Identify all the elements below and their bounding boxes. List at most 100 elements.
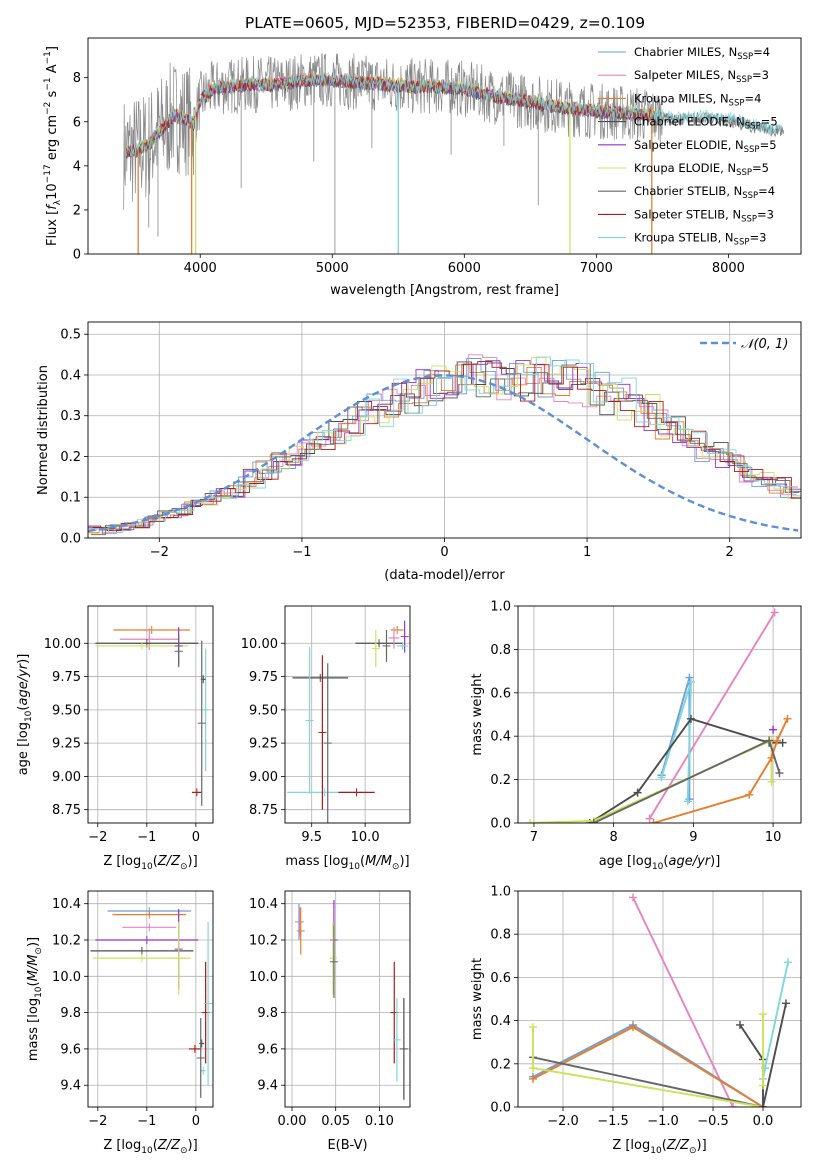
y-tick-label: 8.75 xyxy=(52,803,81,818)
x-axis-label: wavelength [Angstrom, rest frame] xyxy=(330,283,559,298)
weight-marker-kroupa_stelib xyxy=(784,958,792,967)
y-label-part: s xyxy=(45,90,60,101)
hist-step-kroupa_stelib xyxy=(94,356,801,533)
axes-frame xyxy=(87,321,802,539)
x-tick-label: 0 xyxy=(192,1114,200,1129)
axes-frame xyxy=(517,890,802,1108)
hist-step-salpeter_stelib xyxy=(92,361,801,532)
plot-area-age_vs_Z xyxy=(88,606,213,823)
x-tick-label: −2 xyxy=(88,1114,107,1129)
legend-sub: SSP xyxy=(744,145,760,155)
label-part: )] xyxy=(710,854,720,869)
y-label-part: −1 xyxy=(43,77,53,90)
x-tick-label: −1 xyxy=(137,1114,156,1129)
legend-sub: SSP xyxy=(734,238,750,248)
y-tick-label: 10.0 xyxy=(249,970,278,985)
hist-step-kroupa_elodie xyxy=(89,356,801,535)
y-tick-label: 9.6 xyxy=(60,1042,81,1057)
x-tick-label: 0.10 xyxy=(365,1114,394,1129)
axis-label: age [log10(age/yr)] xyxy=(599,854,721,872)
y-tick-label: 9.6 xyxy=(257,1042,278,1057)
weight-marker-salpeter_miles xyxy=(729,1103,737,1107)
label-part: Z [log xyxy=(103,1138,141,1153)
y-tick-label: 0.1 xyxy=(60,491,81,506)
x-tick-label: 0.00 xyxy=(278,1114,307,1129)
legend-label-kroupa_miles: Kroupa MILES, NSSP=4 xyxy=(634,91,761,108)
label-sub: 10 xyxy=(141,1146,153,1156)
y-tick-label: 8.75 xyxy=(249,803,278,818)
label-part: ( xyxy=(153,1138,158,1153)
y-label-part: λ xyxy=(53,199,63,205)
y-label-part: A xyxy=(45,64,60,77)
plot-area-weight_vs_age xyxy=(518,606,801,823)
legend-suffix: =4 xyxy=(744,91,761,105)
axis-label: Z [log10(Z/Z⊙)] xyxy=(612,1138,706,1156)
weight-marker-kroupa_stelib xyxy=(683,797,692,806)
legend-sub: SSP xyxy=(742,191,758,201)
y-tick-label: 1.0 xyxy=(490,600,511,615)
weight-marker-chabrier_stelib xyxy=(589,819,598,823)
weight-marker-kroupa_miles xyxy=(773,736,782,745)
y-tick-label: 0.2 xyxy=(60,450,81,465)
y-label-part: −17 xyxy=(43,164,53,183)
weight-marker-salpeter_miles xyxy=(645,814,654,823)
plot-area-age_vs_mass xyxy=(285,606,410,823)
y-tick-label: 0.4 xyxy=(490,1014,511,1029)
label-part: ( xyxy=(662,1138,667,1153)
label-sub: 10 xyxy=(141,862,153,872)
weight-line-salpeter_miles xyxy=(648,612,776,820)
y-tick-label: 0 xyxy=(73,248,81,263)
x-tick-label: 8000 xyxy=(712,261,745,276)
y-tick-label: 10.00 xyxy=(241,637,278,652)
plot-area-spectrum xyxy=(123,53,785,254)
y-tick-label: 0.0 xyxy=(490,817,511,832)
legend-name: Chabrier MILES, N xyxy=(634,45,737,59)
y-tick-label: 0.6 xyxy=(490,971,511,986)
legend-suffix: =3 xyxy=(757,207,774,221)
label-part: age [log xyxy=(16,722,31,775)
weight-marker-chabrier_miles xyxy=(685,673,694,682)
hist-step-salpeter_miles xyxy=(88,354,797,530)
legend-label-kroupa_elodie: Kroupa ELODIE, NSSP=5 xyxy=(634,161,769,178)
x-tick-label: 0.0 xyxy=(753,1114,774,1129)
hist-step-chabrier_stelib xyxy=(91,363,801,536)
label-italic: age/yr xyxy=(668,854,711,869)
x-tick-label: 0 xyxy=(440,545,448,560)
label-italic: M/M xyxy=(26,955,41,982)
legend-sub: SSP xyxy=(729,98,745,108)
axes-residuals: −2 −1 0 1 2 0.0 0.1 0.2 0.3 0.4 0.5 𝒩(0, 1) (data-mo… xyxy=(36,321,802,583)
x-tick-label: −0.5 xyxy=(697,1114,729,1129)
legend-suffix: =4 xyxy=(753,45,770,59)
legend-sub: SSP xyxy=(741,214,757,224)
y-tick-label: 0.8 xyxy=(490,643,511,658)
label-sub: 10 xyxy=(650,1146,662,1156)
model-line-kroupa_stelib xyxy=(125,71,782,157)
weight-marker-kroupa_elodie xyxy=(767,777,776,786)
weight-marker-chabrier_elodie xyxy=(782,999,790,1008)
axes-frame xyxy=(87,890,214,1108)
y-tick-label: 0.4 xyxy=(60,368,81,383)
legend-label-salpeter_elodie: Salpeter ELODIE, NSSP=5 xyxy=(634,138,777,155)
label-part: mass [log xyxy=(26,998,41,1061)
x-tick-label: 9.5 xyxy=(301,830,322,845)
axes-mass_vs_EBV: 0.00 0.05 0.10 9.4 9.6 9.8 10.0 10.2 10.4 E(B-V) xyxy=(249,890,411,1153)
x-tick-label: 7 xyxy=(530,830,538,845)
weight-marker-kroupa_stelib xyxy=(686,677,695,686)
axes-frame xyxy=(284,890,411,1108)
label-part: ( xyxy=(16,706,31,711)
y-axis-label: Normed distribution xyxy=(36,365,51,495)
label-italic: Z/Z xyxy=(666,1138,690,1153)
y-tick-label: 2 xyxy=(73,203,81,218)
x-tick-label: −1 xyxy=(137,830,156,845)
x-tick-label: 2 xyxy=(726,545,734,560)
axis-label: Z [log10(Z/Z⊙)] xyxy=(103,1138,197,1156)
weight-marker-kroupa_miles xyxy=(649,819,658,823)
weight-marker-chabrier_elodie xyxy=(759,1103,767,1107)
label-part: Z [log xyxy=(103,854,141,869)
legend-sub: SSP xyxy=(736,75,752,85)
label-sub: ⊙ xyxy=(180,862,188,872)
weight-marker-kroupa_elodie xyxy=(759,1081,767,1090)
